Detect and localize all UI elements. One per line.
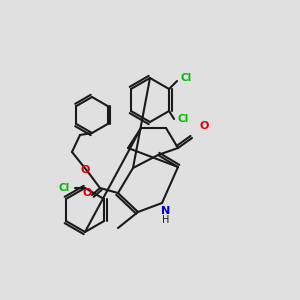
Text: N: N bbox=[161, 206, 171, 216]
Text: O: O bbox=[82, 188, 92, 198]
Text: O: O bbox=[80, 165, 90, 175]
Text: Cl: Cl bbox=[59, 183, 70, 193]
Text: Cl: Cl bbox=[180, 73, 191, 83]
Text: O: O bbox=[199, 121, 209, 131]
Text: H: H bbox=[162, 215, 170, 225]
Text: Cl: Cl bbox=[177, 114, 188, 124]
